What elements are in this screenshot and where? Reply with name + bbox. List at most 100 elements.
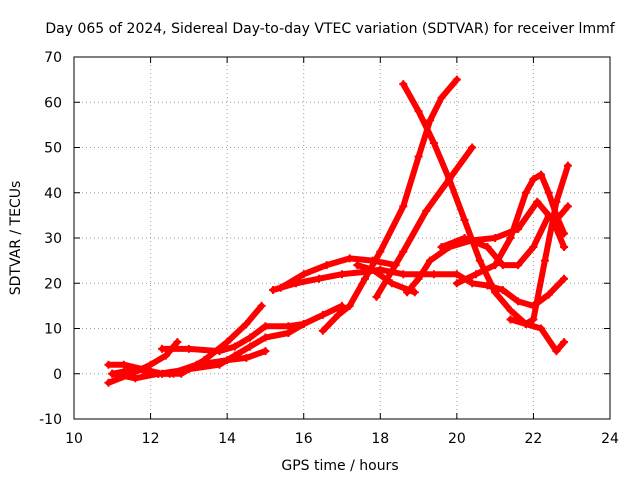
y-tick-label: 30 bbox=[44, 231, 62, 247]
data-point bbox=[426, 256, 435, 265]
data-point bbox=[540, 256, 549, 265]
data-point bbox=[491, 288, 500, 297]
series-sat-13 bbox=[399, 80, 569, 356]
data-point bbox=[426, 116, 435, 125]
data-point bbox=[269, 286, 278, 295]
data-point bbox=[284, 329, 293, 338]
data-point bbox=[345, 301, 354, 310]
data-point bbox=[338, 270, 346, 279]
series-line bbox=[354, 262, 418, 296]
data-point bbox=[410, 288, 419, 297]
data-point bbox=[491, 261, 500, 270]
data-point bbox=[154, 369, 163, 378]
data-point bbox=[429, 270, 438, 279]
data-point bbox=[399, 270, 408, 279]
y-tick-label: -10 bbox=[39, 412, 62, 428]
data-point bbox=[533, 197, 542, 206]
data-point bbox=[460, 215, 469, 224]
series-line bbox=[270, 266, 568, 309]
data-point bbox=[514, 297, 523, 306]
data-point bbox=[131, 374, 140, 383]
data-point bbox=[104, 378, 113, 387]
data-point bbox=[521, 319, 530, 328]
data-point bbox=[429, 138, 438, 147]
x-tick-label: 20 bbox=[448, 431, 466, 447]
data-point bbox=[514, 261, 523, 270]
data-point bbox=[345, 254, 354, 263]
data-point bbox=[537, 324, 546, 333]
data-point bbox=[437, 93, 446, 102]
data-point bbox=[498, 286, 507, 295]
data-point bbox=[475, 256, 484, 265]
data-point bbox=[491, 234, 500, 242]
data-point bbox=[399, 247, 408, 256]
series-line bbox=[400, 81, 568, 355]
data-point bbox=[472, 270, 480, 279]
data-point bbox=[261, 322, 270, 331]
data-point bbox=[529, 315, 538, 324]
data-point bbox=[299, 270, 308, 279]
data-point bbox=[468, 279, 477, 288]
data-point bbox=[563, 202, 572, 211]
data-point bbox=[165, 369, 174, 378]
data-point bbox=[223, 338, 232, 347]
series-sat-9 bbox=[318, 75, 461, 335]
data-point bbox=[315, 274, 324, 283]
data-point bbox=[223, 356, 232, 365]
series-sat-16 bbox=[506, 161, 572, 328]
series-line bbox=[404, 198, 568, 296]
y-tick-label: 40 bbox=[44, 186, 62, 202]
data-point bbox=[414, 274, 423, 283]
data-point bbox=[399, 202, 408, 211]
series-group bbox=[104, 75, 572, 387]
data-point bbox=[322, 261, 331, 270]
data-point bbox=[108, 369, 117, 378]
y-tick-label: 20 bbox=[44, 276, 62, 292]
data-point bbox=[158, 344, 167, 353]
x-tick-label: 18 bbox=[371, 431, 389, 447]
data-point bbox=[537, 170, 546, 179]
data-point bbox=[215, 347, 224, 356]
chart-title: Day 065 of 2024, Sidereal Day-to-day VTE… bbox=[45, 21, 615, 37]
data-point bbox=[403, 288, 412, 297]
series-line bbox=[453, 171, 568, 287]
data-point bbox=[257, 301, 266, 310]
data-point bbox=[560, 229, 569, 238]
series-line bbox=[109, 302, 265, 377]
data-point bbox=[452, 279, 461, 288]
data-point bbox=[104, 360, 113, 369]
data-point bbox=[284, 322, 293, 331]
data-point bbox=[334, 310, 343, 319]
data-point bbox=[560, 243, 569, 252]
data-point bbox=[353, 261, 362, 270]
data-point bbox=[360, 274, 369, 283]
data-point bbox=[506, 306, 515, 315]
y-tick-label: 10 bbox=[44, 322, 62, 338]
y-tick-label: 0 bbox=[53, 367, 62, 383]
data-point bbox=[552, 347, 561, 356]
x-tick-label: 14 bbox=[218, 431, 236, 447]
data-point bbox=[173, 338, 182, 347]
data-point bbox=[560, 338, 569, 347]
data-point bbox=[161, 351, 170, 360]
y-axis-label: SDTVAR / TECUs bbox=[8, 181, 24, 296]
y-tick-label: 60 bbox=[44, 95, 62, 111]
series-sat-15 bbox=[452, 170, 569, 288]
data-point bbox=[544, 290, 553, 299]
data-point bbox=[506, 315, 515, 324]
data-point bbox=[483, 243, 492, 252]
data-point bbox=[563, 161, 572, 170]
data-point bbox=[146, 360, 155, 369]
data-point bbox=[242, 319, 251, 328]
data-point bbox=[529, 175, 538, 184]
data-point bbox=[422, 206, 431, 215]
data-point bbox=[387, 279, 396, 288]
data-point bbox=[246, 342, 255, 351]
y-tick-label: 50 bbox=[44, 141, 62, 157]
data-point bbox=[131, 365, 140, 374]
data-point bbox=[276, 283, 285, 292]
data-point bbox=[192, 360, 201, 369]
data-point bbox=[261, 347, 270, 356]
data-point bbox=[452, 270, 461, 279]
